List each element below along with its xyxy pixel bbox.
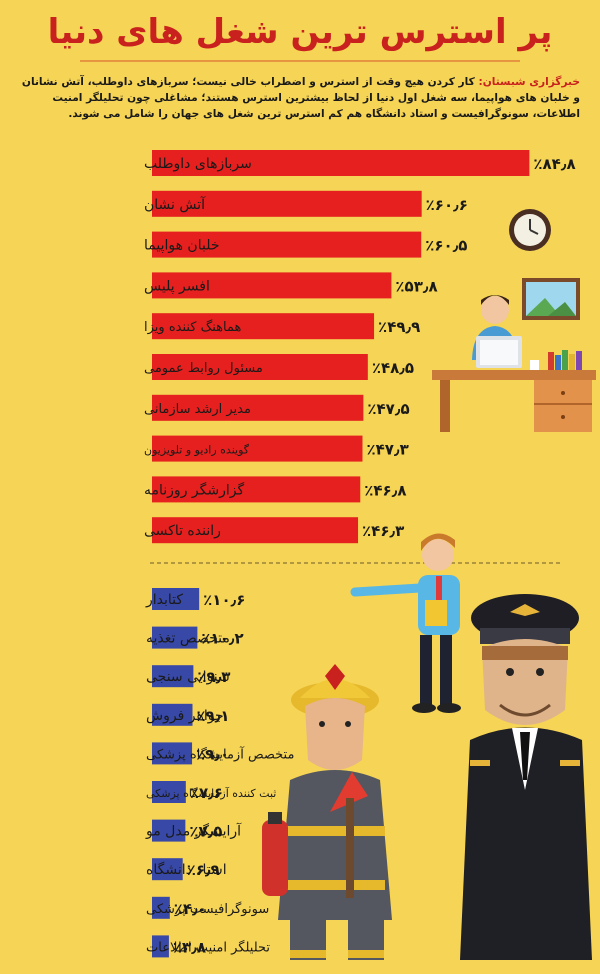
low-bar-8	[152, 858, 183, 881]
books-icon	[530, 350, 582, 370]
low-bar-1	[152, 588, 200, 610]
low-bar-4	[152, 703, 193, 726]
low-bar-7	[152, 819, 186, 842]
high-bar-4	[152, 272, 392, 299]
low-category-label-10: تحلیلگر امنیت اطلاعات	[146, 939, 270, 955]
high-bar-10	[152, 517, 359, 544]
low-value-label-9: ٪۴٫۰	[174, 900, 207, 918]
low-bar-3	[152, 665, 194, 688]
bars-layer: سربازهای داوطلب ٪۸۴٫۸ آتش نشان ٪۶۰٫۶ خلبان ه…	[144, 150, 576, 958]
high-bar-5	[152, 313, 375, 340]
low-category-label-3: شنوایی سنجی	[146, 669, 230, 685]
high-value-label-3: ٪۶۰٫۵	[425, 237, 467, 255]
intro-agency: خبرگزاری شبستان:	[478, 76, 580, 88]
high-value-label-7: ٪۴۷٫۵	[367, 400, 409, 418]
high-category-label-1: سربازهای داوطلب	[144, 156, 252, 172]
high-value-label-9: ٪۴۶٫۸	[364, 481, 406, 499]
picture-frame-icon	[522, 278, 580, 320]
low-bar-5	[152, 742, 193, 765]
firefighter-illustration	[262, 664, 392, 960]
low-category-label-5: متخصص آزمایشگاه پزشکی	[146, 745, 294, 762]
page-title: پر استرس ترین شغل های دنیا	[47, 12, 553, 52]
high-value-label-10: ٪۴۶٫۳	[362, 522, 404, 540]
high-bar-7	[152, 394, 364, 421]
low-category-label-9: سونوگرافیست پزشکی	[146, 901, 269, 917]
low-value-label-4: ٪۹٫۱	[196, 707, 229, 725]
high-bar-9	[152, 476, 361, 503]
low-category-label-7: آرایشگر مدل مو	[145, 823, 242, 840]
high-category-label-8: گوینده رادیو و تلویزیون	[144, 444, 250, 457]
low-value-label-1: ٪۱۰٫۶	[203, 591, 245, 609]
desk-icon	[432, 370, 596, 432]
high-bar-2	[152, 190, 422, 217]
clock-icon	[509, 209, 551, 251]
high-bar-8	[152, 435, 363, 462]
teacher-illustration	[350, 533, 461, 713]
high-bar-3	[152, 231, 422, 258]
low-value-label-3: ٪۹٫۳	[197, 668, 230, 686]
high-value-label-4: ٪۵۳٫۸	[395, 277, 437, 295]
pilot-illustration	[460, 594, 592, 960]
high-category-label-7: مدیر ارشد سازمانی	[144, 402, 251, 417]
low-bar-10	[152, 935, 169, 958]
low-value-label-5: ٪۹٫۰	[196, 745, 229, 763]
low-category-label-8: استاد دانشگاه	[146, 861, 227, 878]
intro-text: کار کردن هیچ وقت از استرس و اضطراب خالی …	[21, 76, 580, 120]
laptop-icon	[476, 336, 522, 368]
low-bar-9	[152, 896, 170, 919]
low-category-label-1: کتابدار	[145, 592, 183, 608]
high-value-label-8: ٪۴۷٫۳	[366, 441, 408, 459]
low-value-label-7: ٪۷٫۵	[189, 823, 222, 841]
high-category-label-9: گزارشگر روزنامه	[144, 481, 244, 498]
low-value-label-8: ٪۶٫۹	[187, 861, 220, 879]
low-category-label-2: متخصص تغذیه	[146, 631, 230, 647]
office-worker-illustration	[432, 209, 596, 432]
high-category-label-6: مسئول روابط عمومی	[144, 361, 263, 376]
intro-paragraph: خبرگزاری شبستان: کار کردن هیچ وقت از است…	[20, 74, 580, 122]
low-category-label-6: ثبت کننده آزمایشگاه پزشکی	[146, 786, 276, 800]
low-value-label-2: ٪۱۰٫۲	[201, 630, 243, 648]
high-category-label-4: افسر پلیس	[144, 278, 210, 294]
low-bar-2	[152, 626, 198, 649]
high-value-label-6: ٪۴۸٫۵	[372, 359, 414, 377]
high-category-label-10: راننده تاکسی	[144, 523, 221, 539]
high-category-label-2: آتش نشان	[144, 196, 206, 213]
low-category-label-4: جواهر فروش	[146, 708, 224, 724]
high-value-label-1: ٪۸۴٫۸	[533, 155, 575, 173]
high-bar-1	[152, 150, 530, 176]
low-bar-6	[152, 781, 186, 803]
low-value-label-10: ٪۳٫۸	[173, 938, 206, 956]
high-category-label-5: هماهنگ کننده ویزا	[144, 319, 242, 335]
high-bar-6	[152, 354, 368, 380]
high-category-label-3: خلبان هواپیما	[144, 238, 220, 254]
high-value-label-2: ٪۶۰٫۶	[426, 196, 468, 214]
low-value-label-6: ٪۷٫۶	[190, 784, 223, 802]
title-underline	[80, 60, 520, 62]
high-value-label-5: ٪۴۹٫۹	[378, 318, 420, 336]
